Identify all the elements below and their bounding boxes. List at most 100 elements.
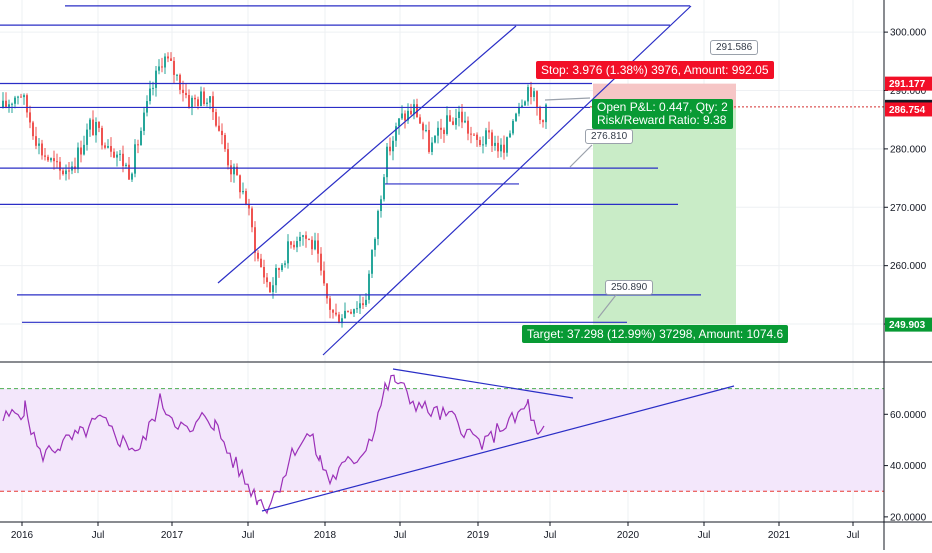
- price-callout-1[interactable]: 291.586: [710, 40, 759, 55]
- candle-body: [476, 134, 478, 140]
- candle-body: [233, 166, 235, 175]
- candle-body: [410, 110, 412, 115]
- candle-body: [311, 239, 313, 250]
- candle-body: [14, 97, 16, 104]
- candle-body: [134, 144, 136, 174]
- candle-body: [362, 303, 364, 306]
- candle-body: [8, 104, 10, 107]
- candle-body: [200, 91, 202, 107]
- candle-body: [113, 151, 115, 158]
- price-callout-3[interactable]: 250.890: [605, 280, 654, 295]
- candle-body: [374, 238, 376, 250]
- candle-body: [161, 66, 163, 68]
- price-tag: [885, 102, 932, 117]
- rsi-line: [2, 374, 545, 515]
- candle-body: [89, 119, 91, 130]
- candle-body: [512, 120, 514, 134]
- candle-body: [332, 309, 334, 313]
- candle-body: [302, 235, 304, 237]
- candle-body: [104, 145, 106, 148]
- time-tick-label: 2019: [467, 530, 490, 541]
- stop-loss-label[interactable]: Stop: 3.976 (1.38%) 3976, Amount: 992.05: [536, 61, 774, 79]
- candle-body: [314, 240, 316, 250]
- candle-body: [338, 314, 340, 324]
- candle-body: [281, 264, 283, 271]
- candle-body: [353, 309, 355, 314]
- target-label[interactable]: Target: 37.298 (12.99%) 37298, Amount: 1…: [522, 325, 789, 343]
- price-callout-2[interactable]: 276.810: [585, 129, 634, 144]
- candle-body: [41, 143, 43, 156]
- candle-body: [242, 190, 244, 193]
- candle-body: [158, 66, 160, 71]
- candle-body: [440, 127, 442, 130]
- time-tick-label: Jul: [698, 530, 711, 541]
- candle-body: [527, 87, 529, 102]
- candle-body: [212, 96, 214, 113]
- channel-upper-trendline: [217, 25, 517, 284]
- callout-pointer-line: [569, 144, 593, 168]
- callout-pointer-line: [544, 97, 591, 101]
- candle-body: [365, 299, 367, 306]
- candle-body: [500, 144, 502, 152]
- price-tick-label: 300.000: [890, 28, 927, 39]
- candle-body: [266, 277, 268, 283]
- candle-body: [494, 142, 496, 146]
- candle-body: [83, 144, 85, 155]
- time-tick-label: Jul: [92, 530, 105, 541]
- candle-body: [32, 122, 34, 137]
- candle-body: [146, 101, 148, 113]
- time-tick-label: 2017: [161, 530, 184, 541]
- candle-body: [341, 318, 343, 324]
- candle-body: [56, 161, 58, 163]
- candle-body: [197, 99, 199, 107]
- callout-pointer-line: [597, 294, 617, 319]
- candle-body: [17, 96, 19, 98]
- candle-body: [323, 270, 325, 284]
- price-tag-label: 249.903: [889, 320, 926, 331]
- price-tick-label: 280.000: [890, 144, 927, 155]
- rsi-support-trendline: [261, 385, 735, 512]
- candle-body: [452, 121, 454, 125]
- price-tick-label: 270.000: [890, 203, 927, 214]
- price-tag-label: 286.754: [889, 105, 926, 116]
- candle-body: [185, 92, 187, 96]
- candle-body: [380, 199, 382, 212]
- candle-body: [473, 134, 475, 136]
- candle-body: [389, 146, 391, 152]
- candle-body: [92, 119, 94, 136]
- candle-body: [119, 153, 121, 155]
- candle-body: [278, 268, 280, 271]
- candle-body: [425, 129, 427, 131]
- candle-body: [164, 56, 166, 68]
- candle-body: [53, 158, 55, 162]
- candle-body: [188, 95, 190, 108]
- candle-body: [98, 121, 100, 128]
- price-tick-label: 260.000: [890, 261, 927, 272]
- rsi-tick-label: 40.0000: [890, 461, 927, 472]
- candle-body: [20, 96, 22, 98]
- open-pnl-text: Open P&L: 0.447, Qty: 2: [597, 100, 728, 114]
- candle-body: [533, 91, 535, 97]
- candle-body: [2, 100, 4, 109]
- candle-body: [11, 103, 13, 105]
- candle-body: [368, 273, 370, 300]
- candle-body: [245, 190, 247, 205]
- candle-body: [221, 130, 223, 136]
- candle-body: [383, 177, 385, 200]
- risk-reward-text: Risk/Reward Ratio: 9.38: [597, 113, 727, 127]
- candle-body: [329, 298, 331, 310]
- candle-body: [455, 118, 457, 125]
- time-tick-label: Jul: [242, 530, 255, 541]
- candle-body: [50, 158, 52, 161]
- rsi-layer: [2, 368, 735, 515]
- candle-body: [173, 60, 175, 75]
- candle-body: [545, 104, 547, 123]
- candle-body: [524, 101, 526, 106]
- candle-body: [530, 87, 532, 97]
- candle-body: [287, 241, 289, 264]
- time-tick-label: 2021: [768, 530, 791, 541]
- candle-body: [38, 143, 40, 146]
- open-pnl-label[interactable]: Open P&L: 0.447, Qty: 2 Risk/Reward Rati…: [592, 99, 733, 129]
